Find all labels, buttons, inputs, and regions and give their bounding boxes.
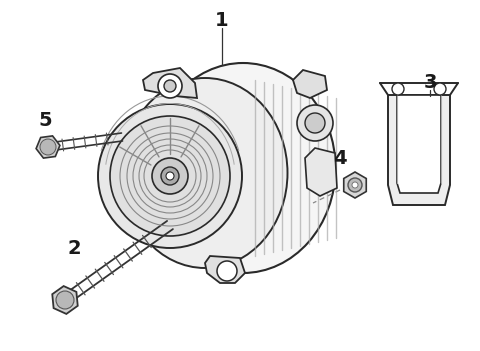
Circle shape bbox=[161, 167, 179, 185]
Circle shape bbox=[297, 105, 333, 141]
Polygon shape bbox=[305, 148, 337, 196]
Polygon shape bbox=[293, 70, 327, 98]
Circle shape bbox=[392, 83, 404, 95]
Circle shape bbox=[217, 261, 237, 281]
Polygon shape bbox=[388, 95, 450, 205]
Circle shape bbox=[305, 113, 325, 133]
Text: 2: 2 bbox=[67, 238, 81, 258]
Circle shape bbox=[434, 83, 446, 95]
Circle shape bbox=[98, 104, 242, 248]
Polygon shape bbox=[205, 256, 245, 283]
Text: 5: 5 bbox=[38, 111, 52, 130]
Circle shape bbox=[152, 158, 188, 194]
Polygon shape bbox=[397, 95, 441, 193]
Circle shape bbox=[40, 139, 56, 155]
Circle shape bbox=[164, 80, 176, 92]
Circle shape bbox=[352, 182, 358, 188]
Circle shape bbox=[110, 116, 230, 236]
Circle shape bbox=[56, 291, 74, 309]
Circle shape bbox=[166, 172, 174, 180]
Text: 4: 4 bbox=[333, 148, 347, 167]
Circle shape bbox=[158, 74, 182, 98]
Circle shape bbox=[348, 178, 362, 192]
Polygon shape bbox=[143, 68, 197, 98]
Ellipse shape bbox=[151, 63, 336, 273]
Text: 3: 3 bbox=[423, 73, 437, 92]
Ellipse shape bbox=[122, 78, 288, 268]
Text: 1: 1 bbox=[215, 11, 229, 29]
